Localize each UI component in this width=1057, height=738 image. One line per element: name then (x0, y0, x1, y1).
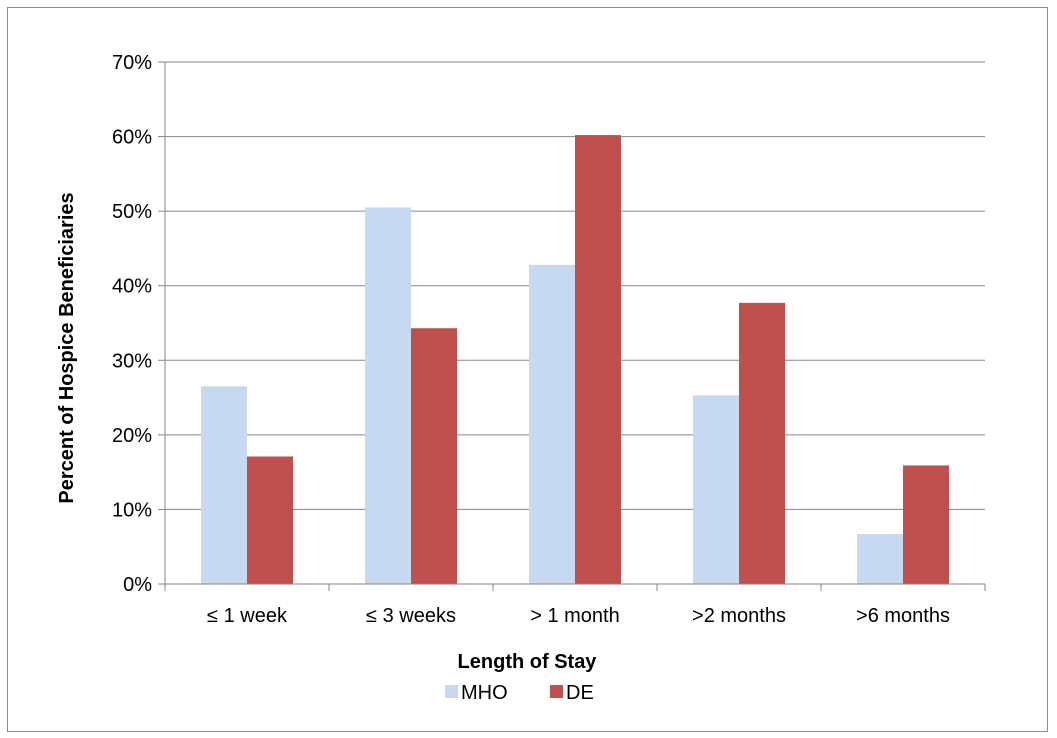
chart-frame (7, 7, 1048, 732)
y-tick-label: 0% (123, 574, 152, 596)
y-tick-label: 20% (112, 425, 152, 447)
y-tick-label: 60% (112, 127, 152, 149)
x-tick-label: >6 months (856, 605, 950, 627)
x-tick-label: ≤ 3 weeks (366, 605, 456, 627)
y-tick-label: 30% (112, 350, 152, 372)
legend-swatch-de (550, 685, 563, 698)
bar-de-4 (903, 465, 949, 584)
x-tick-label: >2 months (692, 605, 786, 627)
legend-swatch-mho (445, 685, 458, 698)
bar-mho-0 (201, 386, 247, 584)
legend-label-mho: MHO (461, 682, 508, 704)
axes (164, 62, 986, 591)
legend: MHO DE (445, 682, 594, 704)
bar-mho-3 (693, 395, 739, 584)
bar-de-2 (575, 135, 621, 584)
bar-de-1 (411, 328, 457, 584)
bar-mho-1 (365, 207, 411, 584)
y-tick-label: 10% (112, 499, 152, 521)
bar-mho-4 (857, 534, 903, 584)
bars (201, 135, 949, 584)
x-tick-labels: ≤ 1 week ≤ 3 weeks > 1 month >2 months >6 mo… (207, 605, 950, 627)
y-axis-title: Percent of Hospice Beneficiaries (56, 192, 78, 503)
x-tick-label: ≤ 1 week (207, 605, 288, 627)
legend-label-de: DE (566, 682, 594, 704)
bar-de-3 (739, 302, 785, 584)
y-tick-label: 70% (112, 52, 152, 74)
bar-de-0 (247, 456, 293, 584)
y-tick-labels: 0% 10% 20% 30% 40% 50% 60% 70% (112, 52, 152, 596)
x-axis-title: Length of Stay (458, 651, 598, 673)
y-tick-label: 40% (112, 276, 152, 298)
x-tick-label: > 1 month (530, 605, 620, 627)
y-tick-label: 50% (112, 201, 152, 223)
bar-mho-2 (529, 264, 575, 584)
